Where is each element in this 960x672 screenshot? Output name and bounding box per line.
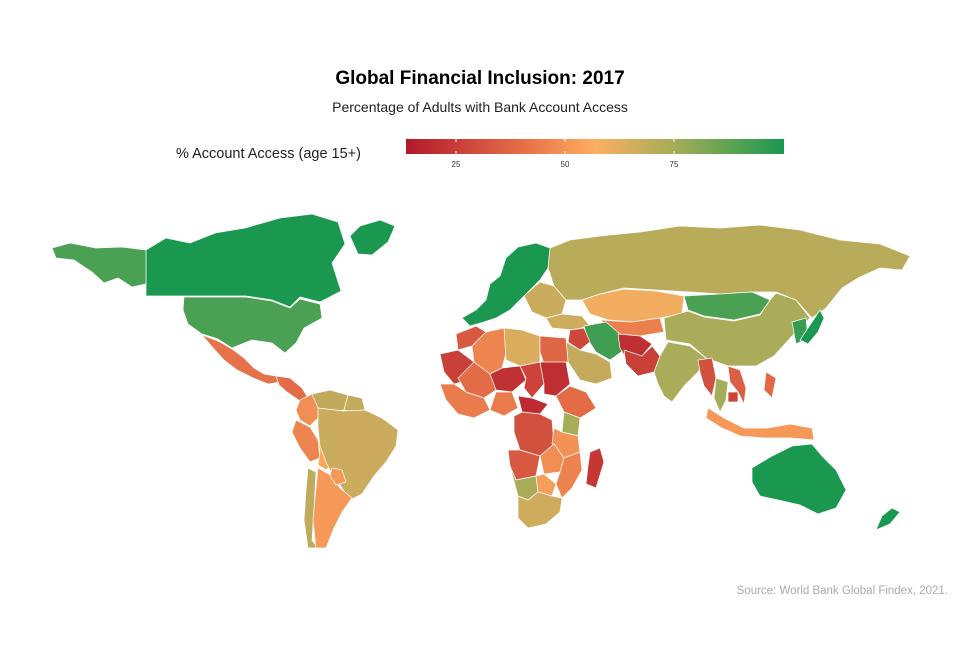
region-japan xyxy=(799,309,825,345)
region-eastern-europe xyxy=(523,281,567,319)
map-subtitle: Percentage of Adults with Bank Account A… xyxy=(332,99,628,115)
region-myanmar xyxy=(697,357,717,397)
region-egypt xyxy=(539,335,569,365)
region-canada xyxy=(145,213,346,308)
region-mongolia xyxy=(683,291,771,321)
region-new-zealand xyxy=(875,507,901,531)
region-united-states xyxy=(182,296,323,354)
legend-colorbar xyxy=(406,139,784,154)
region-south-africa xyxy=(517,491,563,529)
legend-tick-75: 75 xyxy=(669,160,679,169)
region-india xyxy=(653,341,707,403)
region-greenland xyxy=(349,219,396,256)
world-map xyxy=(51,213,911,549)
region-alaska xyxy=(51,242,147,288)
region-cambodia xyxy=(727,391,739,403)
region-arabian-peninsula xyxy=(565,341,613,385)
legend-tick-25: 25 xyxy=(451,160,461,169)
region-central-african-republic xyxy=(517,395,549,415)
region-philippines xyxy=(763,371,777,399)
region-china xyxy=(663,292,811,367)
region-paraguay xyxy=(329,467,347,486)
region-peru xyxy=(291,419,321,463)
region-indonesia xyxy=(705,407,815,441)
region-nigeria xyxy=(489,391,519,417)
source-caption: Source: World Bank Global Findex, 2021. xyxy=(736,585,948,597)
region-mozambique xyxy=(555,451,583,499)
region-vietnam xyxy=(727,365,747,405)
region-libya xyxy=(503,327,541,367)
map-title: Global Financial Inclusion: 2017 xyxy=(335,68,625,89)
region-madagascar xyxy=(585,447,605,489)
legend-tick-50: 50 xyxy=(560,160,570,169)
region-australia xyxy=(751,443,847,515)
region-central-america xyxy=(275,375,309,402)
region-iraq xyxy=(567,327,591,351)
region-guianas xyxy=(343,394,366,413)
region-botswana xyxy=(535,473,557,497)
legend-title: % Account Access (age 15+) xyxy=(176,146,361,162)
region-thailand xyxy=(713,377,729,413)
region-turkey xyxy=(545,313,591,331)
